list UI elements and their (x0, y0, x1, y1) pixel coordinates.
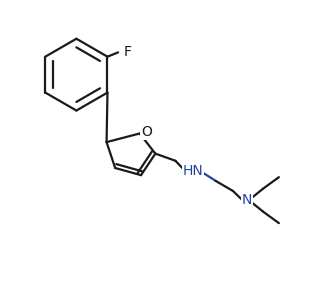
Text: N: N (242, 193, 253, 207)
Text: O: O (141, 125, 152, 139)
Text: HN: HN (182, 164, 203, 178)
Text: F: F (123, 45, 131, 59)
